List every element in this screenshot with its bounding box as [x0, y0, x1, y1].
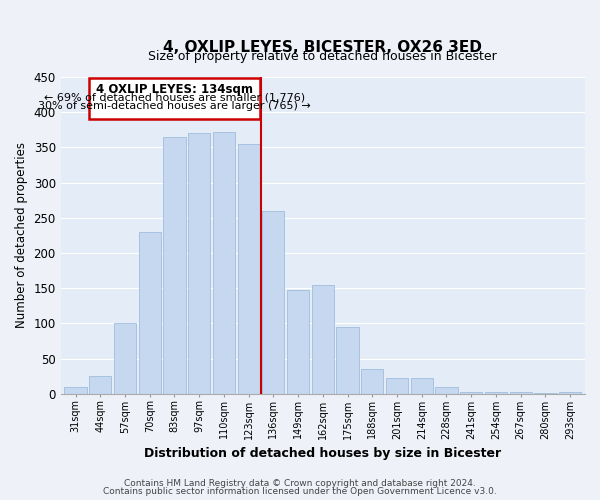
X-axis label: Distribution of detached houses by size in Bicester: Distribution of detached houses by size …: [144, 447, 502, 460]
Bar: [139, 232, 161, 394]
Text: Contains HM Land Registry data © Crown copyright and database right 2024.: Contains HM Land Registry data © Crown c…: [124, 478, 476, 488]
Bar: [213, 132, 235, 394]
Bar: [509, 392, 532, 394]
Y-axis label: Number of detached properties: Number of detached properties: [15, 142, 28, 328]
Bar: [386, 378, 408, 394]
Text: ← 69% of detached houses are smaller (1,776): ← 69% of detached houses are smaller (1,…: [44, 92, 305, 102]
Bar: [534, 393, 557, 394]
Text: 4 OXLIP LEYES: 134sqm: 4 OXLIP LEYES: 134sqm: [96, 84, 253, 96]
Bar: [485, 392, 507, 394]
Bar: [436, 386, 458, 394]
Bar: [64, 386, 86, 394]
Bar: [163, 137, 185, 394]
Text: Contains public sector information licensed under the Open Government Licence v3: Contains public sector information licen…: [103, 487, 497, 496]
Bar: [89, 78, 260, 119]
Bar: [238, 144, 260, 394]
Bar: [89, 376, 112, 394]
Bar: [460, 392, 482, 394]
Bar: [559, 392, 581, 394]
Bar: [114, 324, 136, 394]
Bar: [188, 134, 210, 394]
Title: 4, OXLIP LEYES, BICESTER, OX26 3ED: 4, OXLIP LEYES, BICESTER, OX26 3ED: [163, 40, 482, 55]
Bar: [410, 378, 433, 394]
Text: 30% of semi-detached houses are larger (765) →: 30% of semi-detached houses are larger (…: [38, 101, 311, 111]
Text: Size of property relative to detached houses in Bicester: Size of property relative to detached ho…: [148, 50, 497, 62]
Bar: [312, 284, 334, 394]
Bar: [361, 369, 383, 394]
Bar: [337, 327, 359, 394]
Bar: [287, 290, 309, 394]
Bar: [262, 210, 284, 394]
